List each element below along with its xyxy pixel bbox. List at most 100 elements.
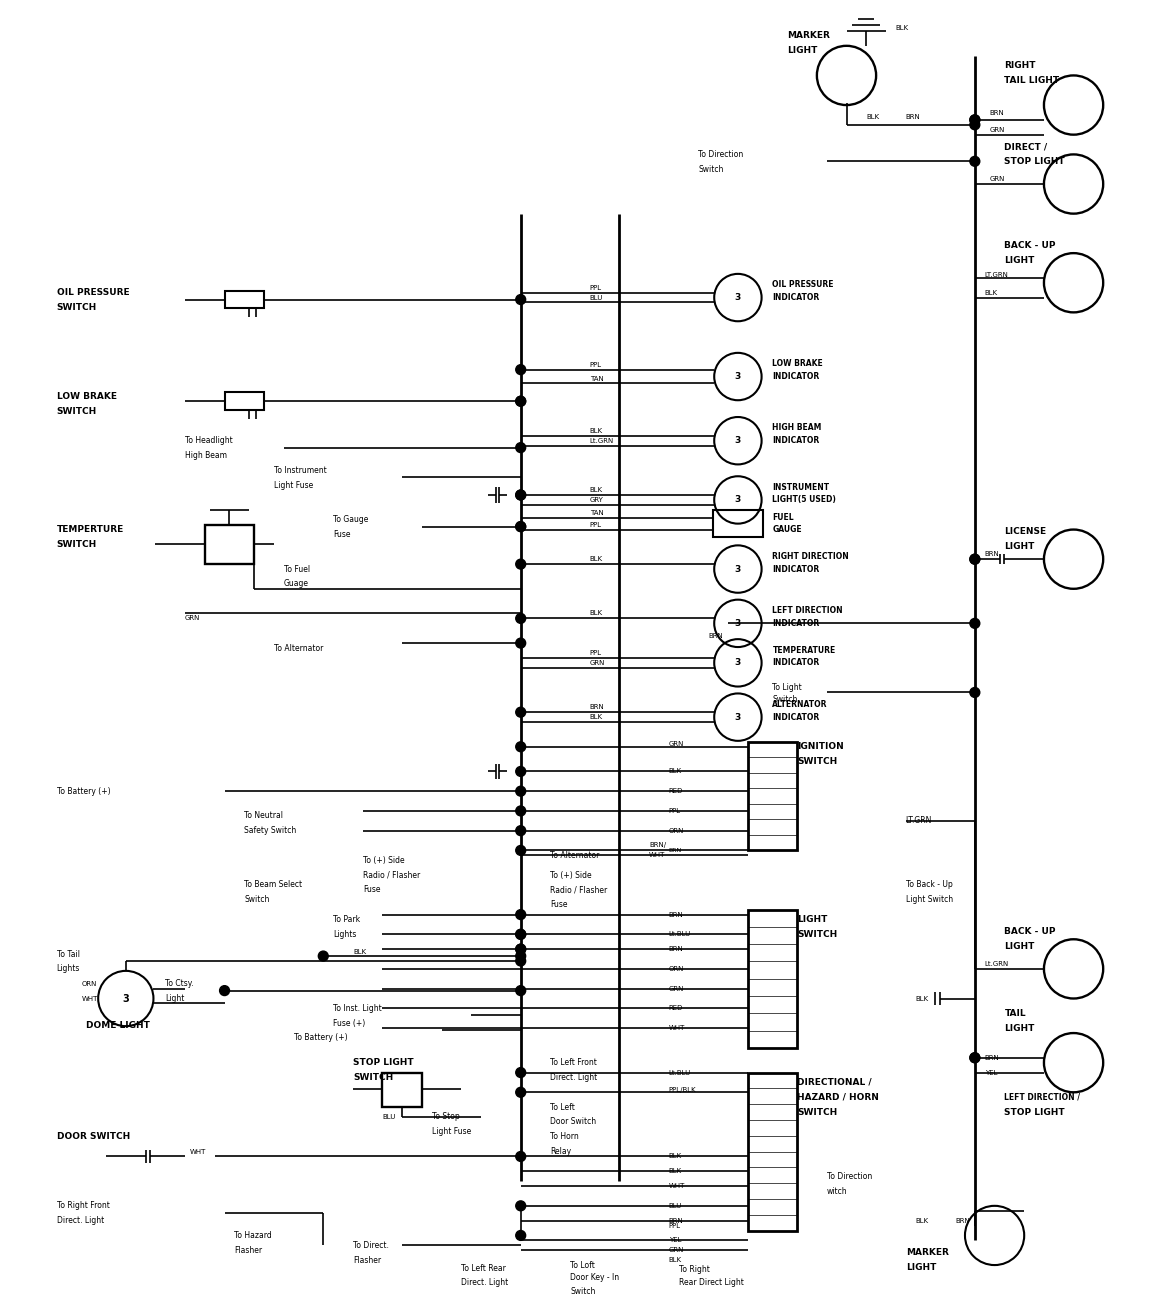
Circle shape [970, 115, 980, 124]
Text: BLU: BLU [669, 1203, 682, 1208]
Text: LOW BRAKE: LOW BRAKE [773, 359, 824, 368]
Circle shape [516, 707, 525, 717]
Text: BRN: BRN [669, 912, 683, 918]
Text: witch: witch [827, 1186, 848, 1195]
Circle shape [516, 638, 525, 648]
Bar [205, 524, 255, 565]
Circle shape [516, 1067, 525, 1077]
Text: MARKER: MARKER [787, 31, 831, 40]
Text: INDICATOR: INDICATOR [773, 436, 820, 445]
Text: BLU: BLU [382, 1114, 396, 1120]
Text: LT.GRN: LT.GRN [905, 816, 932, 825]
Text: WHT: WHT [82, 996, 98, 1001]
Text: TAIL: TAIL [1005, 1009, 1026, 1018]
Text: High Beam: High Beam [185, 451, 227, 460]
Circle shape [970, 115, 980, 124]
Circle shape [516, 294, 525, 304]
Text: INDICATOR: INDICATOR [773, 712, 820, 721]
Text: Door Key - In: Door Key - In [570, 1273, 620, 1282]
Text: Lt.BLU: Lt.BLU [669, 931, 691, 938]
Text: Lights: Lights [56, 965, 81, 974]
Text: BLK: BLK [916, 1217, 929, 1224]
Text: Lt.GRN: Lt.GRN [590, 438, 614, 444]
Circle shape [516, 365, 525, 374]
Text: Direct. Light: Direct. Light [56, 1216, 104, 1225]
Text: BLK: BLK [985, 290, 998, 295]
Text: INDICATOR: INDICATOR [773, 293, 820, 302]
Text: ORN: ORN [669, 828, 684, 834]
Text: 3: 3 [735, 565, 741, 574]
Circle shape [516, 1088, 525, 1097]
Text: To Instrument: To Instrument [274, 466, 327, 475]
Text: To Left: To Left [551, 1102, 575, 1111]
Text: To Ctsy.: To Ctsy. [165, 979, 194, 988]
Text: LIGHT: LIGHT [905, 1263, 937, 1272]
Text: BLK: BLK [916, 996, 929, 1001]
Text: Lt.GRN: Lt.GRN [985, 961, 1009, 967]
Text: INDICATOR: INDICATOR [773, 619, 820, 628]
Bar [748, 1072, 797, 1230]
Text: BRN: BRN [955, 1217, 970, 1224]
Circle shape [970, 1053, 980, 1063]
Text: To Gauge: To Gauge [333, 515, 369, 524]
Bar [382, 1072, 422, 1107]
Text: SWITCH: SWITCH [56, 407, 97, 416]
Text: GRN: GRN [669, 1247, 684, 1254]
Text: SWITCH: SWITCH [56, 303, 97, 312]
Text: BLK: BLK [590, 556, 602, 562]
Circle shape [516, 559, 525, 569]
Text: To Horn: To Horn [551, 1132, 579, 1141]
Text: Direct. Light: Direct. Light [462, 1278, 509, 1287]
Text: GRN: GRN [185, 615, 200, 622]
Text: INDICATOR: INDICATOR [773, 658, 820, 667]
Text: 3: 3 [735, 658, 741, 667]
Text: ORN: ORN [669, 966, 684, 971]
Text: BRN: BRN [669, 1217, 683, 1224]
Text: To Direct.: To Direct. [353, 1241, 388, 1250]
Circle shape [516, 909, 525, 919]
Text: DOOR SWITCH: DOOR SWITCH [56, 1132, 130, 1141]
Circle shape [516, 930, 525, 939]
Bar [748, 909, 797, 1048]
Circle shape [516, 396, 525, 407]
Circle shape [516, 944, 525, 954]
Text: STOP LIGHT: STOP LIGHT [1005, 1107, 1066, 1116]
Text: To Left Front: To Left Front [551, 1058, 597, 1067]
Text: Light: Light [165, 995, 184, 1004]
Bar [225, 392, 264, 411]
Text: Guage: Guage [283, 579, 309, 588]
Text: BLK: BLK [590, 427, 602, 434]
Text: To Alternator: To Alternator [274, 644, 324, 653]
Text: Light Fuse: Light Fuse [432, 1127, 471, 1136]
Text: SWITCH: SWITCH [353, 1074, 393, 1083]
Text: LICENSE: LICENSE [1005, 527, 1046, 536]
Text: Relay: Relay [551, 1147, 571, 1156]
Text: GRN: GRN [590, 660, 605, 666]
Text: PPL: PPL [590, 361, 602, 368]
Circle shape [516, 1230, 525, 1241]
Text: STOP LIGHT: STOP LIGHT [353, 1058, 414, 1067]
Text: BRN: BRN [669, 848, 682, 853]
Text: To Tail: To Tail [56, 949, 79, 958]
Text: LIGHT: LIGHT [1005, 255, 1034, 264]
Circle shape [516, 443, 525, 452]
Circle shape [516, 826, 525, 835]
Text: PPL: PPL [590, 650, 602, 657]
Text: HAZARD / HORN: HAZARD / HORN [797, 1093, 879, 1102]
Text: BLK: BLK [669, 1168, 682, 1175]
Text: ORN: ORN [82, 980, 97, 987]
Text: Radio / Flasher: Radio / Flasher [363, 870, 420, 879]
Text: 3: 3 [735, 436, 741, 445]
Text: Door Switch: Door Switch [551, 1118, 597, 1127]
Text: To Headlight: To Headlight [185, 436, 233, 445]
Text: BLK: BLK [669, 1257, 682, 1263]
Circle shape [318, 951, 328, 961]
Circle shape [516, 1200, 525, 1211]
Text: PPL: PPL [669, 808, 681, 815]
Text: BRN: BRN [985, 552, 1000, 557]
Text: BRN: BRN [990, 110, 1005, 117]
Text: BLK: BLK [896, 25, 909, 31]
Text: BLK: BLK [353, 949, 366, 956]
Text: OIL PRESSURE: OIL PRESSURE [773, 280, 834, 289]
Text: BLK: BLK [866, 114, 879, 120]
